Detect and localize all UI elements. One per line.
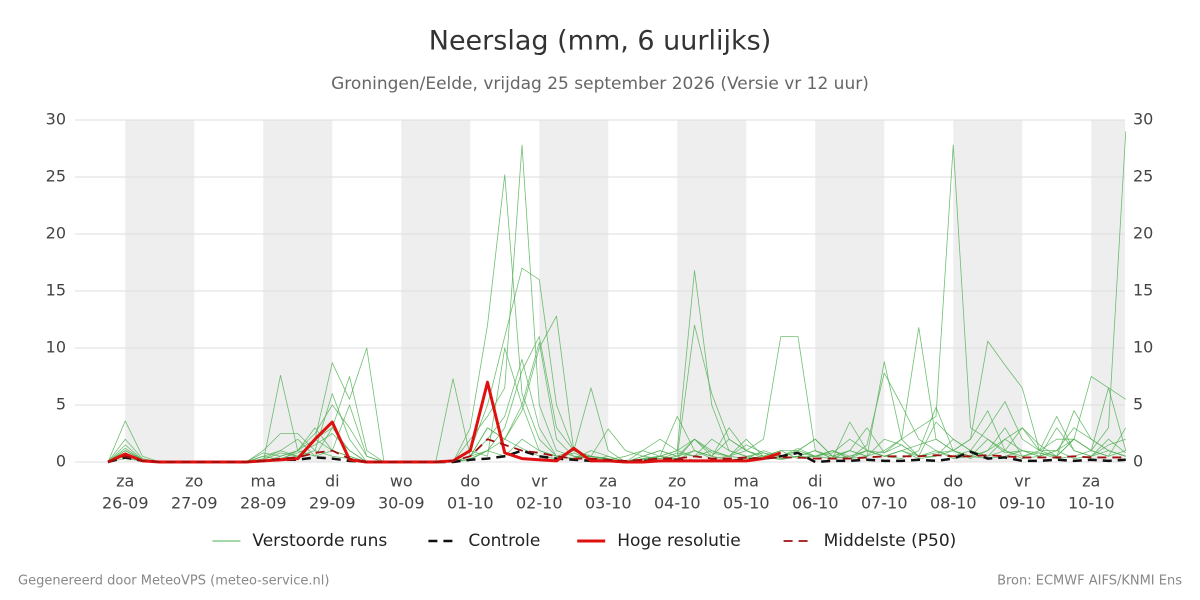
y-tick-label: 10 <box>46 338 66 357</box>
x-tick-weekday: zo <box>668 472 686 491</box>
x-tick-weekday: zo <box>185 472 203 491</box>
x-tick-date: 03-10 <box>585 494 632 513</box>
x-tick-date: 08-10 <box>930 494 977 513</box>
x-tick-weekday: di <box>808 472 823 491</box>
x-tick-weekday: wo <box>390 472 413 491</box>
x-tick-weekday: za <box>116 472 134 491</box>
x-tick-weekday: vr <box>1014 472 1030 491</box>
y-tick-label: 0 <box>56 452 66 471</box>
x-tick-date: 07-10 <box>861 494 908 513</box>
x-tick-date: 01-10 <box>447 494 494 513</box>
x-tick-date: 28-09 <box>240 494 287 513</box>
series-line <box>107 438 1126 463</box>
chart-title: Neerslag (mm, 6 uurlijks) <box>429 26 771 57</box>
y2-tick-label: 25 <box>1133 167 1153 186</box>
legend-label: Hoge resolutie <box>617 531 741 551</box>
footer-left: Gegenereerd door MeteoVPS (meteo-service… <box>18 574 329 589</box>
chart-subtitle: Groningen/Eelde, vrijdag 25 september 20… <box>331 74 869 94</box>
x-tick-weekday: za <box>1082 472 1100 491</box>
x-tick-date: 26-09 <box>102 494 149 513</box>
legend-label: Middelste (P50) <box>824 531 957 551</box>
ensemble-line <box>107 315 1127 463</box>
x-tick-weekday: do <box>943 472 963 491</box>
y2-tick-label: 5 <box>1133 395 1143 414</box>
x-tick-date: 02-10 <box>516 494 563 513</box>
x-tick-weekday: ma <box>734 472 759 491</box>
x-tick-date: 30-09 <box>378 494 425 513</box>
footer-right: Bron: ECMWF AIFS/KNMI Ens <box>997 574 1182 589</box>
y-tick-label: 20 <box>46 224 66 243</box>
x-tick-date: 10-10 <box>1068 494 1115 513</box>
x-tick-weekday: ma <box>251 472 276 491</box>
x-tick-weekday: do <box>460 472 480 491</box>
y2-tick-label: 30 <box>1133 110 1153 129</box>
y-tick-label: 30 <box>46 110 66 129</box>
plot-area <box>107 131 1127 464</box>
x-tick-date: 06-10 <box>792 494 839 513</box>
x-tick-weekday: za <box>599 472 617 491</box>
y2-tick-label: 15 <box>1133 281 1153 300</box>
x-tick-date: 29-09 <box>309 494 356 513</box>
x-tick-date: 27-09 <box>171 494 218 513</box>
y-tick-label: 15 <box>46 281 66 300</box>
x-tick-date: 05-10 <box>723 494 770 513</box>
x-tick-date: 04-10 <box>654 494 701 513</box>
x-tick-weekday: vr <box>531 472 547 491</box>
y2-tick-label: 0 <box>1133 452 1143 471</box>
y-tick-label: 25 <box>46 167 66 186</box>
ensemble-line <box>107 327 1126 463</box>
y-tick-label: 5 <box>56 395 66 414</box>
x-tick-date: 09-10 <box>999 494 1046 513</box>
x-tick-weekday: di <box>325 472 340 491</box>
y2-tick-label: 10 <box>1133 338 1153 357</box>
legend-label: Verstoorde runs <box>252 531 387 551</box>
legend-label: Controle <box>468 531 540 551</box>
y2-tick-label: 20 <box>1133 224 1153 243</box>
x-tick-weekday: wo <box>873 472 896 491</box>
